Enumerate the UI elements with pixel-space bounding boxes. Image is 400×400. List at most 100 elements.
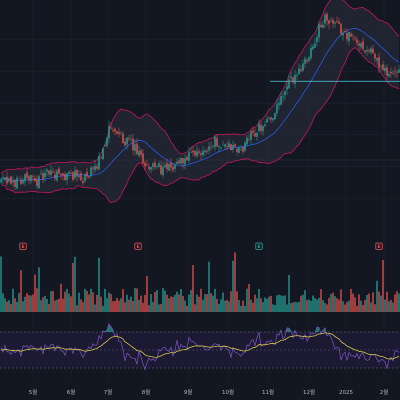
earnings-marker [134, 242, 142, 250]
candle-body [330, 21, 332, 22]
candle-body [208, 146, 210, 151]
candle-body [286, 86, 288, 90]
volume-bar [318, 297, 320, 312]
volume-bar [110, 294, 112, 312]
volume-bar [136, 288, 138, 312]
candle-body [220, 147, 222, 149]
candle-body [388, 73, 390, 77]
volume-bar [2, 293, 4, 312]
candle-body [334, 22, 336, 24]
candle-body [250, 131, 252, 140]
volume-bar [306, 300, 308, 312]
candle-body [198, 151, 200, 153]
candle-body [54, 174, 56, 179]
candle-body [48, 170, 50, 175]
volume-bar [168, 298, 170, 312]
volume-bar [180, 289, 182, 312]
candle-body [360, 43, 362, 48]
candle-body [90, 167, 92, 176]
x-tick-label: 6월 [67, 388, 76, 396]
candle-body [128, 138, 130, 140]
x-tick-label: 2월 [380, 388, 389, 396]
candle-body [14, 179, 16, 187]
volume-bar [12, 288, 14, 312]
candle-body [302, 63, 304, 71]
candle-body [210, 146, 212, 148]
rsi-overbought-fill [317, 327, 319, 332]
volume-bar [236, 291, 238, 312]
candle-body [234, 144, 236, 147]
candle-body [86, 171, 88, 177]
candle-body [212, 145, 214, 147]
volume-bar [108, 292, 110, 312]
volume-bar [94, 304, 96, 312]
candle-body [122, 133, 124, 144]
volume-bar [118, 300, 120, 312]
candle-body [296, 75, 298, 77]
candle-body [258, 123, 260, 131]
volume-bar [214, 288, 216, 312]
candle-body [300, 69, 302, 72]
volume-bar [30, 295, 32, 312]
volume-bar [68, 293, 70, 312]
candle-body [6, 176, 8, 184]
volume-bar [88, 294, 90, 312]
volume-bar [170, 296, 172, 312]
candle-body [126, 137, 128, 145]
candle-body [30, 175, 32, 182]
candle-body [226, 146, 228, 147]
candle-body [64, 173, 66, 181]
volume-bar [314, 298, 316, 312]
candle-body [256, 132, 258, 137]
candle-body [118, 132, 120, 135]
candle-body [204, 150, 206, 152]
candle-body [84, 173, 86, 182]
volume-bar [208, 261, 210, 312]
volume-bar [284, 295, 286, 312]
candle-body [292, 77, 294, 83]
volume-bar [16, 301, 18, 312]
volume-bar [338, 299, 340, 312]
candle-body [42, 173, 44, 180]
volume-bar [114, 300, 116, 312]
candle-body [66, 173, 68, 180]
volume-bar [220, 299, 222, 312]
earnings-marker [255, 242, 263, 250]
candle-body [148, 166, 150, 170]
candle-body [166, 163, 168, 170]
volume-bar [378, 291, 380, 312]
candle-body [252, 130, 254, 133]
volume-bar [158, 304, 160, 312]
candle-body [390, 71, 392, 74]
volume-bar [320, 289, 322, 312]
candle-body [270, 117, 272, 120]
candle-body [244, 142, 246, 151]
volume-bar [56, 299, 58, 312]
candle-body [140, 150, 142, 155]
volume-bar [316, 299, 318, 312]
volume-bar [22, 301, 24, 312]
candle-body [158, 163, 160, 167]
volume-bar [310, 300, 312, 312]
candle-body [394, 71, 396, 73]
volume-bar [380, 295, 382, 312]
candle-body [182, 158, 184, 164]
volume-bar [372, 292, 374, 312]
x-tick-label: 12월 [303, 388, 315, 396]
volume-bar [240, 305, 242, 312]
candle-body [70, 173, 72, 174]
volume-bar [182, 295, 184, 312]
volume-bar [10, 303, 12, 312]
earnings-marker-label: E [377, 244, 380, 250]
bb-upper-line [0, 0, 400, 175]
bb-fill [1, 0, 399, 203]
candle-body [174, 165, 176, 169]
candle-body [24, 174, 26, 182]
volume-bar [382, 259, 384, 312]
candle-body [8, 178, 10, 182]
volume-bar [266, 298, 268, 312]
volume-bar [254, 294, 256, 312]
candle-body [106, 137, 108, 146]
volume-bar [274, 305, 276, 312]
